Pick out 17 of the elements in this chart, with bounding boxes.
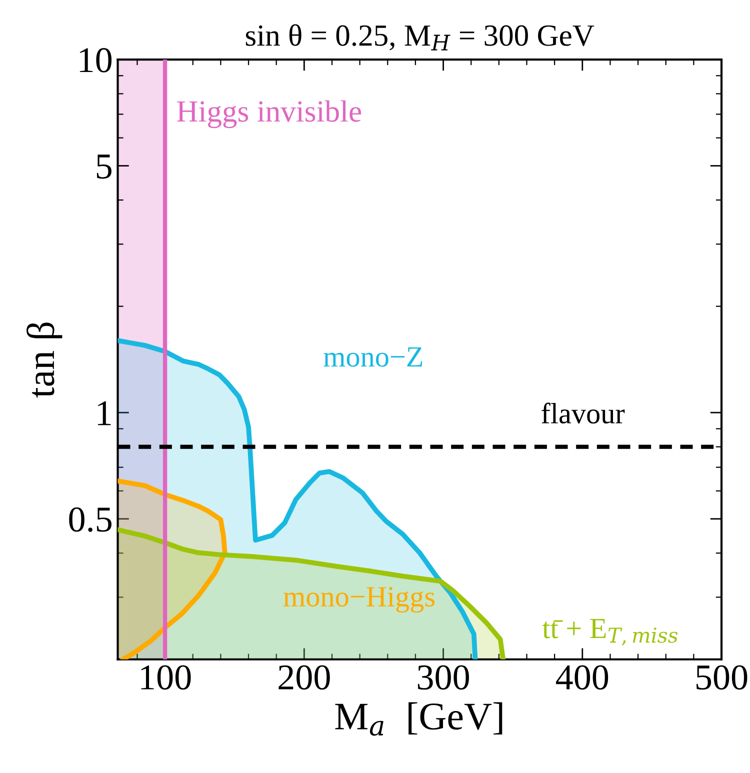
- y-axis-title: tan β: [26, 322, 62, 398]
- band-label: Higgs invisible: [177, 100, 362, 128]
- x-tick-label: 300: [418, 665, 469, 690]
- text: mono−Z: [324, 347, 422, 367]
- ref-line-label: flavour: [542, 402, 625, 424]
- x-tick-label: 200: [278, 665, 330, 690]
- y-tick-label: 0.5: [69, 507, 112, 532]
- series-label: tt̄ + E$_{T,miss}$: [542, 618, 678, 646]
- y-tick-label: 1: [98, 401, 111, 426]
- y-tick-label: 10: [80, 48, 112, 72]
- x-axis-title: M$_{a}$ [GeV]: [335, 702, 502, 736]
- y-tick-label: 5: [96, 154, 112, 179]
- x-tick-label: 100: [141, 665, 191, 690]
- x-tick-label: 500: [696, 665, 748, 690]
- chart-title: sin θ = 0.25, M$_{H}$ = 300 GeV: [246, 24, 594, 50]
- x-tick-label: 400: [556, 665, 608, 690]
- text: mono−Higgs: [284, 587, 434, 613]
